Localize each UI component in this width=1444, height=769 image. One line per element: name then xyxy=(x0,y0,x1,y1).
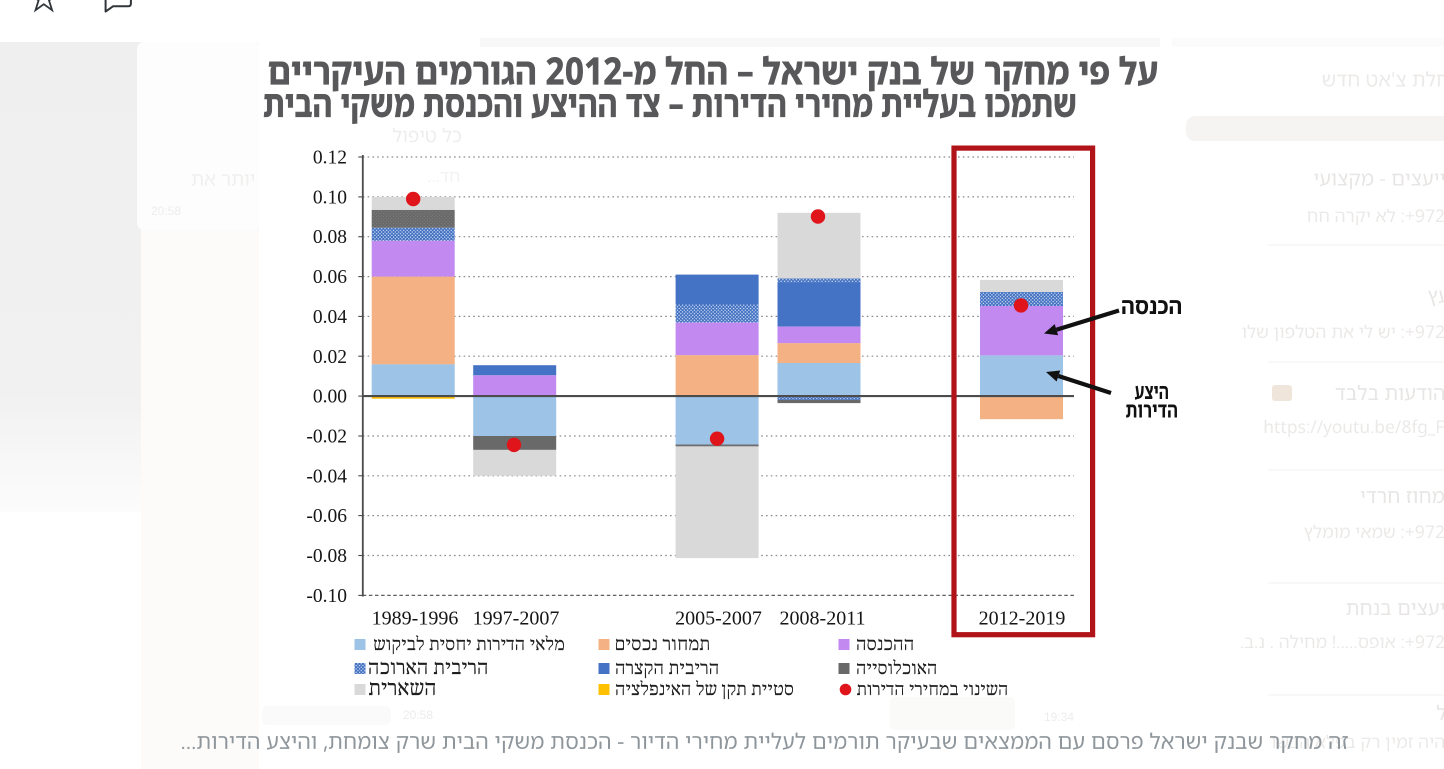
svg-text:0.00: 0.00 xyxy=(313,387,347,408)
svg-text:-0.08: -0.08 xyxy=(306,546,347,567)
svg-text:2008-2011: 2008-2011 xyxy=(780,608,866,630)
svg-text:-0.10: -0.10 xyxy=(306,586,347,607)
svg-text:0.08: 0.08 xyxy=(313,227,347,248)
svg-text:1997-2007: 1997-2007 xyxy=(473,608,560,630)
svg-text:0.04: 0.04 xyxy=(313,307,347,328)
svg-text:20:58: 20:58 xyxy=(151,204,181,218)
svg-text:-0.04: -0.04 xyxy=(306,466,347,487)
svg-text:0.02: 0.02 xyxy=(313,347,347,368)
svg-text:-0.02: -0.02 xyxy=(306,427,347,448)
svg-text:0.10: 0.10 xyxy=(313,187,347,208)
svg-text:-0.06: -0.06 xyxy=(306,506,347,527)
svg-text:0.06: 0.06 xyxy=(313,267,347,288)
svg-text:2012-2019: 2012-2019 xyxy=(979,608,1066,630)
svg-text:19:34: 19:34 xyxy=(1044,710,1074,724)
svg-text:20:58: 20:58 xyxy=(403,708,433,722)
svg-text:2005-2007: 2005-2007 xyxy=(675,608,762,630)
svg-text:1989-1996: 1989-1996 xyxy=(372,608,459,630)
svg-text:0.12: 0.12 xyxy=(313,148,347,169)
